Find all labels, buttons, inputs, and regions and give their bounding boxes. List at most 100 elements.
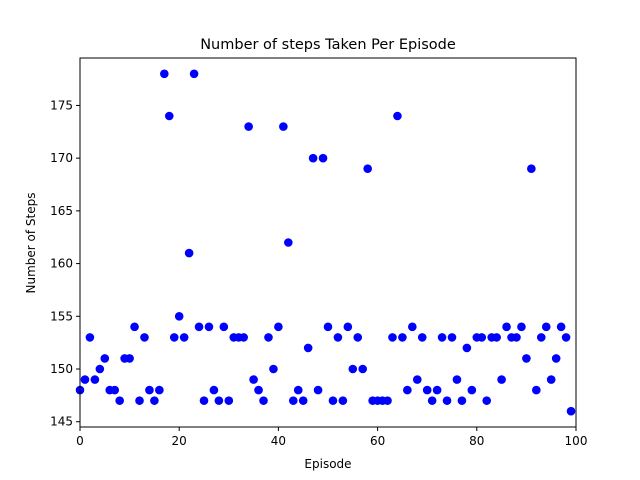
- data-point: [179, 333, 189, 342]
- data-point: [219, 322, 229, 332]
- data-point: [536, 333, 546, 342]
- data-point: [184, 248, 194, 258]
- data-point: [541, 322, 551, 332]
- data-point: [100, 354, 110, 363]
- data-point: [110, 385, 120, 395]
- data-point: [284, 238, 293, 247]
- data-point: [293, 385, 303, 395]
- data-point: [259, 396, 268, 405]
- x-tick-label: 20: [172, 434, 187, 448]
- data-point: [199, 396, 209, 405]
- data-point: [417, 333, 427, 342]
- data-point: [532, 385, 541, 395]
- data-point: [353, 333, 363, 342]
- y-axis-label: Number of Steps: [24, 193, 38, 294]
- x-tick-label: 100: [565, 434, 588, 448]
- data-point: [522, 354, 531, 363]
- data-point: [145, 385, 154, 395]
- data-point: [546, 375, 556, 384]
- data-point: [189, 69, 199, 79]
- data-point: [412, 375, 422, 384]
- data-point: [427, 396, 437, 405]
- data-point: [160, 69, 169, 79]
- x-tick-label: 0: [76, 434, 84, 448]
- data-point: [512, 333, 521, 342]
- data-point: [477, 333, 487, 342]
- data-point: [432, 385, 442, 395]
- data-point: [209, 385, 219, 395]
- chart-title: Number of steps Taken Per Episode: [200, 37, 456, 53]
- x-tick-label: 80: [469, 434, 484, 448]
- y-axis-ticks: 145 150 155 160 165 170 175: [50, 98, 80, 429]
- data-point: [517, 322, 526, 332]
- data-point: [279, 122, 288, 131]
- data-point: [393, 111, 402, 121]
- data-point: [408, 322, 417, 332]
- x-axis-ticks: 0 20 40 60 80 100: [76, 427, 587, 448]
- data-point: [115, 396, 124, 405]
- y-tick-label: 170: [50, 151, 73, 165]
- data-point: [457, 396, 467, 405]
- data-point: [482, 396, 492, 405]
- data-point: [155, 385, 164, 395]
- data-point: [467, 385, 477, 395]
- data-points: [75, 69, 576, 416]
- x-tick-label: 40: [271, 434, 286, 448]
- y-tick-label: 160: [50, 257, 73, 271]
- data-point: [388, 333, 397, 342]
- data-point: [323, 322, 333, 332]
- data-point: [452, 375, 462, 384]
- data-point: [462, 343, 472, 353]
- data-point: [95, 364, 105, 374]
- x-tick-label: 60: [370, 434, 385, 448]
- data-point: [264, 333, 273, 342]
- data-point: [150, 396, 159, 405]
- data-point: [358, 364, 368, 374]
- data-point: [403, 385, 412, 395]
- data-point: [561, 333, 571, 342]
- data-point: [318, 153, 328, 163]
- y-tick-label: 175: [50, 98, 73, 112]
- data-point: [249, 375, 258, 384]
- data-point: [135, 396, 144, 405]
- data-point: [174, 312, 184, 321]
- data-point: [224, 396, 234, 405]
- data-point: [244, 122, 253, 131]
- data-point: [422, 385, 432, 395]
- data-point: [551, 354, 561, 363]
- data-point: [348, 364, 358, 374]
- data-point: [239, 333, 248, 342]
- data-point: [303, 343, 313, 353]
- data-point: [169, 333, 179, 342]
- data-point: [140, 333, 149, 342]
- data-point: [333, 333, 343, 342]
- data-point: [204, 322, 214, 332]
- data-point: [269, 364, 278, 374]
- data-point: [527, 164, 536, 173]
- y-tick-label: 145: [50, 415, 73, 429]
- data-point: [85, 333, 95, 342]
- data-point: [313, 385, 323, 395]
- data-point: [328, 396, 338, 405]
- data-point: [125, 354, 134, 363]
- data-point: [492, 333, 501, 342]
- x-axis-label: Episode: [304, 457, 351, 471]
- data-point: [164, 111, 174, 121]
- data-point: [288, 396, 298, 405]
- data-point: [437, 333, 447, 342]
- data-point: [338, 396, 348, 405]
- y-tick-label: 155: [50, 309, 73, 323]
- data-point: [556, 322, 566, 332]
- data-point: [442, 396, 452, 405]
- data-point: [343, 322, 353, 332]
- data-point: [502, 322, 511, 332]
- data-point: [254, 385, 263, 395]
- data-point: [383, 396, 392, 405]
- data-point: [90, 375, 100, 384]
- data-point: [214, 396, 224, 405]
- plot-frame: [79, 57, 577, 428]
- data-point: [363, 164, 372, 173]
- data-point: [130, 322, 139, 332]
- data-point: [274, 322, 283, 332]
